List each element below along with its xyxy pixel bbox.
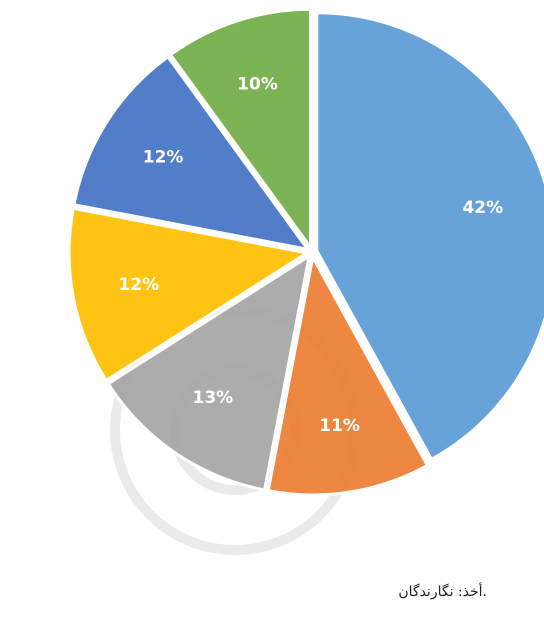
- pie-slice: [315, 11, 544, 462]
- slice-label: 11%: [319, 416, 360, 436]
- pie-slice: [67, 206, 312, 383]
- source-note: أخذ: نگارندگان.: [398, 581, 487, 600]
- pie-slice: [72, 54, 312, 252]
- pie-slice: [266, 252, 430, 497]
- pie-slice: [168, 7, 312, 252]
- slice-label: 42%: [462, 198, 503, 218]
- slice-label: 12%: [143, 148, 184, 168]
- slice-label: 13%: [193, 388, 234, 408]
- slice-label: 12%: [118, 275, 159, 295]
- slice-label: 10%: [237, 74, 278, 94]
- pie-slice: [106, 253, 312, 492]
